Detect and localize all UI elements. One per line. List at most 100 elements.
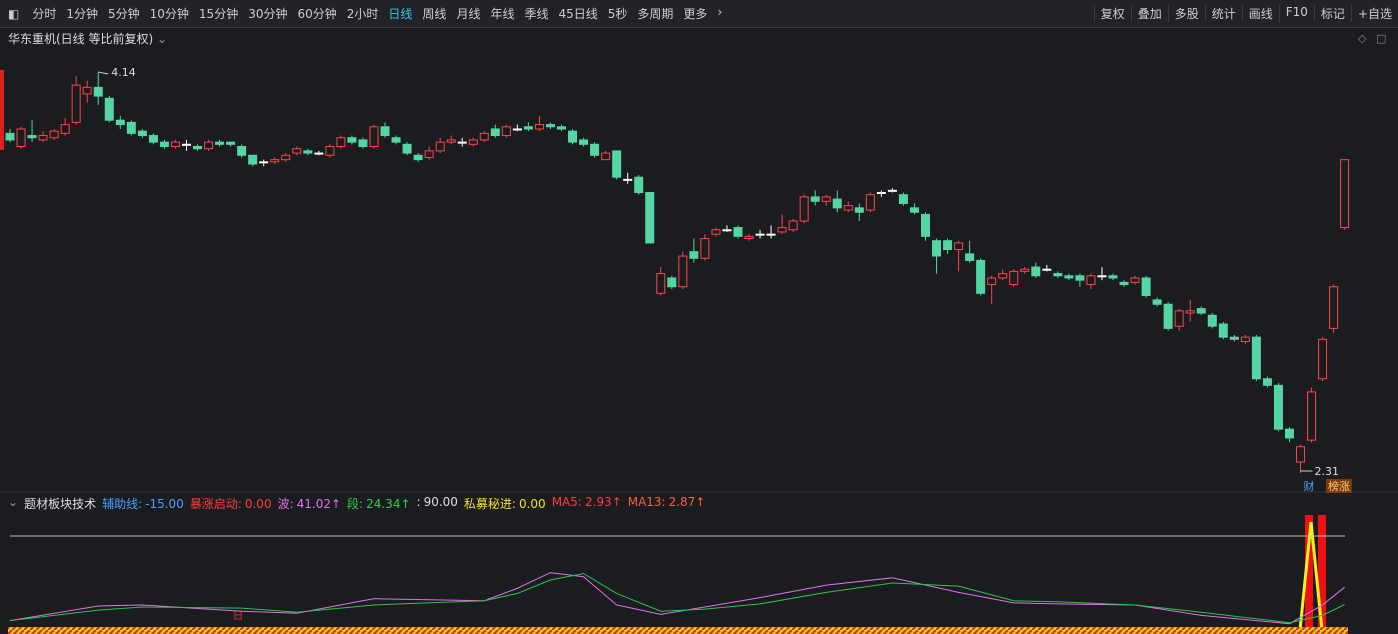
candle-body: [898, 194, 908, 204]
period-tab[interactable]: 5分钟: [108, 7, 140, 21]
candle-body: [226, 141, 236, 145]
candle-body: [303, 150, 313, 154]
tool-button[interactable]: 画线: [1241, 5, 1279, 22]
candle-body: [667, 277, 677, 288]
candle-body: [38, 135, 48, 141]
candle-body: [1031, 266, 1041, 277]
candle-body: [1251, 336, 1261, 380]
candle-body: [435, 141, 445, 152]
indicator-name[interactable]: 题材板块技术: [24, 497, 97, 511]
candle-body: [16, 128, 26, 148]
candle-body: [700, 238, 710, 259]
panel-toggle[interactable]: ◧: [8, 6, 20, 21]
candle-body: [1020, 268, 1030, 272]
candle-body: [568, 130, 578, 143]
period-tab[interactable]: 月线: [456, 7, 481, 21]
period-tab[interactable]: 年线: [490, 7, 515, 21]
candle-body: [402, 143, 412, 154]
indicator-line: [9, 572, 1345, 625]
tool-button[interactable]: 叠加: [1130, 5, 1168, 22]
signal-band: [8, 627, 1348, 634]
candle-body: [711, 229, 721, 235]
period-tab[interactable]: 季线: [524, 7, 549, 21]
candle-body: [1152, 299, 1162, 305]
candle-body: [601, 152, 611, 161]
period-tab[interactable]: 日线: [388, 7, 413, 21]
tool-button[interactable]: +自选: [1350, 5, 1398, 22]
candle-body: [534, 124, 544, 130]
candle-body: [1329, 286, 1339, 329]
candle-body: [766, 233, 776, 236]
candle-body: [1262, 378, 1272, 386]
rank-marker-bg: [1326, 479, 1352, 493]
candle-body: [501, 126, 511, 137]
candle-body: [512, 128, 522, 131]
period-tab[interactable]: 45日线: [558, 7, 598, 21]
finance-marker[interactable]: 财: [1304, 479, 1315, 493]
candle-body: [1119, 281, 1129, 286]
period-tab[interactable]: 5秒: [607, 7, 628, 21]
indicator-value: 90.00: [423, 495, 458, 509]
period-tab[interactable]: 分时: [32, 7, 57, 21]
candle-body: [1229, 336, 1239, 340]
candle-body: [623, 178, 633, 181]
window-icon[interactable]: □: [1376, 32, 1386, 45]
period-tab[interactable]: 更多: [683, 7, 708, 21]
period-tab[interactable]: 2小时: [346, 7, 379, 21]
tool-button[interactable]: F10: [1278, 5, 1314, 22]
candle-body: [248, 154, 258, 165]
indicator-value: 2.93↑: [584, 495, 622, 509]
candle-body: [1086, 275, 1096, 286]
candle-body: [634, 176, 644, 194]
candle-body: [821, 196, 831, 202]
period-tab[interactable]: 30分钟: [248, 7, 288, 21]
period-tab[interactable]: 15分钟: [198, 7, 239, 21]
tool-button[interactable]: 复权: [1093, 5, 1131, 22]
candle-body: [391, 137, 401, 143]
candle-body: [413, 154, 423, 161]
candle-body: [545, 124, 555, 128]
candle-body: [93, 86, 103, 97]
rank-marker[interactable]: 榜涨: [1328, 479, 1350, 493]
candle-body: [193, 146, 203, 150]
candle-body: [292, 148, 302, 154]
period-tab[interactable]: 60分钟: [297, 7, 337, 21]
candle-body: [314, 152, 324, 155]
indicator-label: 私募秘进:: [463, 497, 516, 511]
candle-body: [1307, 391, 1317, 441]
more-chevron[interactable]: ›: [717, 5, 723, 19]
indicator-value: 24.34↑: [366, 497, 411, 511]
candle-body: [755, 233, 765, 236]
period-tab[interactable]: 10分钟: [149, 7, 189, 21]
candle-body: [1273, 384, 1283, 430]
high-pointer: [98, 71, 109, 75]
title-menu[interactable]: ⌄: [157, 32, 168, 46]
candle-body: [82, 86, 92, 95]
candle-body: [1185, 310, 1195, 314]
indicator-item: 暴涨启动: 0.00: [190, 495, 272, 512]
candle-body: [159, 141, 169, 148]
candle-body: [1130, 277, 1140, 283]
candle-body: [347, 137, 357, 143]
period-tab[interactable]: 多周期: [637, 7, 674, 21]
candle-body: [270, 159, 280, 163]
settings-icon[interactable]: ◇: [1358, 32, 1367, 45]
indicator-toggle[interactable]: ⌄: [8, 495, 19, 509]
indicator-item: 段: 24.34↑: [347, 495, 410, 512]
period-tab[interactable]: 1分钟: [66, 7, 98, 21]
tool-button[interactable]: 标记: [1313, 5, 1351, 22]
tool-button[interactable]: 统计: [1204, 5, 1242, 22]
candle-body: [1053, 273, 1063, 277]
title-text: 华东重机(日线 等比前复权): [8, 32, 154, 46]
tool-button[interactable]: 多股: [1167, 5, 1205, 22]
candle-body: [579, 139, 589, 145]
candle-body: [215, 141, 225, 145]
candle-body: [1108, 275, 1118, 279]
candle-body: [777, 227, 787, 233]
candle-body: [1340, 159, 1350, 229]
toolbar: ◧ 分时 1分钟 5分钟 10分钟 15分钟 30分钟 60分钟 2小时 日线 周线 月线 年线 季线 4…: [0, 0, 1398, 28]
candle-body: [170, 141, 180, 148]
period-tab[interactable]: 周线: [422, 7, 447, 21]
